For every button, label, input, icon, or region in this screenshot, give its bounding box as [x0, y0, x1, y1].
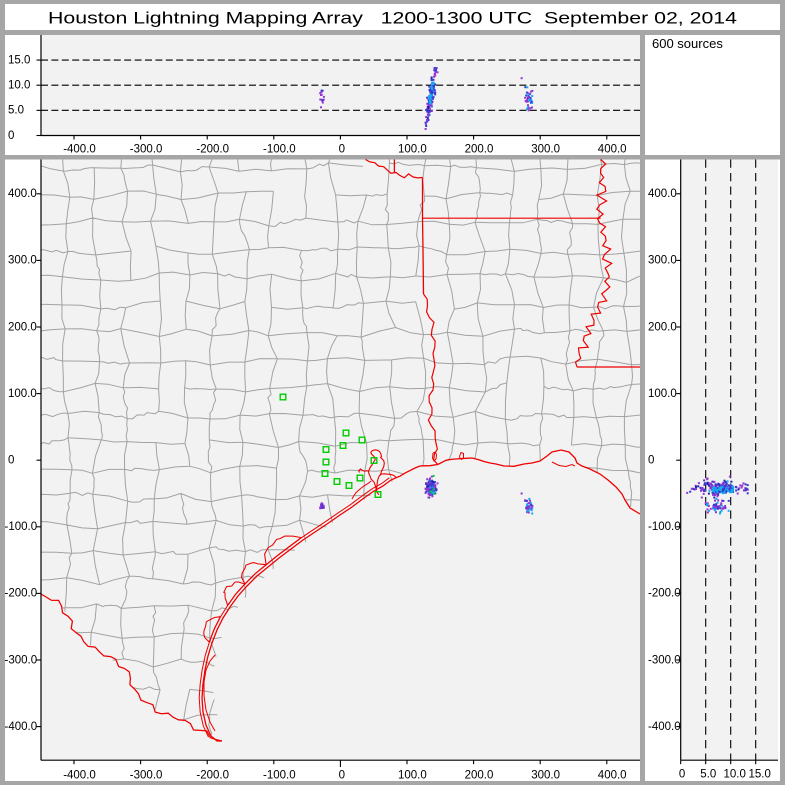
svg-text:-200.0: -200.0 — [196, 769, 229, 781]
svg-text:200.0: 200.0 — [8, 321, 37, 333]
svg-text:5.0: 5.0 — [8, 105, 24, 117]
svg-text:100.0: 100.0 — [398, 769, 427, 781]
svg-text:300.0: 300.0 — [8, 255, 37, 267]
svg-text:400.0: 400.0 — [8, 188, 37, 200]
svg-text:-300.0: -300.0 — [5, 654, 38, 666]
svg-text:-400.0: -400.0 — [63, 144, 96, 156]
svg-text:-200.0: -200.0 — [648, 588, 681, 600]
svg-text:300.0: 300.0 — [648, 255, 677, 267]
svg-text:300.0: 300.0 — [531, 144, 560, 156]
svg-text:15.0: 15.0 — [749, 769, 771, 781]
svg-text:-400.0: -400.0 — [63, 769, 96, 781]
svg-text:-300.0: -300.0 — [130, 144, 163, 156]
svg-text:-400.0: -400.0 — [5, 721, 38, 733]
svg-text:-200.0: -200.0 — [196, 144, 229, 156]
svg-text:400.0: 400.0 — [598, 769, 627, 781]
svg-text:-100.0: -100.0 — [5, 521, 38, 533]
svg-text:15.0: 15.0 — [8, 54, 30, 66]
svg-text:200.0: 200.0 — [648, 321, 677, 333]
svg-text:0: 0 — [8, 455, 14, 467]
svg-text:-200.0: -200.0 — [5, 588, 38, 600]
svg-text:300.0: 300.0 — [531, 769, 560, 781]
svg-text:-300.0: -300.0 — [130, 769, 163, 781]
svg-text:400.0: 400.0 — [648, 188, 677, 200]
svg-text:0: 0 — [679, 769, 685, 781]
svg-text:-100.0: -100.0 — [648, 521, 681, 533]
svg-text:-100.0: -100.0 — [263, 144, 296, 156]
svg-text:100.0: 100.0 — [648, 388, 677, 400]
svg-text:10.0: 10.0 — [8, 80, 30, 92]
svg-text:600 sources: 600 sources — [652, 36, 723, 51]
svg-text:5.0: 5.0 — [700, 769, 716, 781]
svg-text:0: 0 — [648, 455, 654, 467]
svg-text:Houston Lightning Mapping Arra: Houston Lightning Mapping Array 1200-130… — [48, 9, 737, 28]
svg-text:200.0: 200.0 — [465, 144, 494, 156]
svg-text:100.0: 100.0 — [8, 388, 37, 400]
svg-text:-100.0: -100.0 — [263, 769, 296, 781]
svg-text:0: 0 — [339, 144, 345, 156]
svg-text:0: 0 — [8, 130, 14, 142]
svg-text:-300.0: -300.0 — [648, 654, 681, 666]
svg-text:400.0: 400.0 — [598, 144, 627, 156]
svg-text:200.0: 200.0 — [465, 769, 494, 781]
svg-text:0: 0 — [339, 769, 345, 781]
svg-text:100.0: 100.0 — [398, 144, 427, 156]
svg-text:10.0: 10.0 — [724, 769, 746, 781]
svg-text:-400.0: -400.0 — [648, 721, 681, 733]
